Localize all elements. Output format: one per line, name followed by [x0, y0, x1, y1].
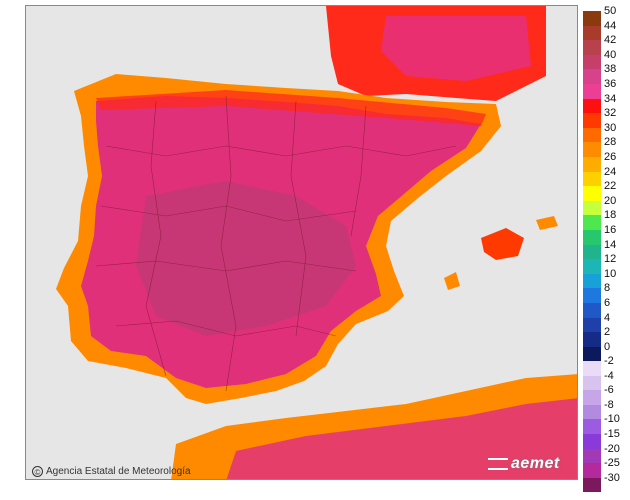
legend-negative-label: -15 — [604, 428, 620, 440]
legend-positive-swatch — [583, 40, 601, 55]
france-magenta-patch — [381, 16, 531, 81]
credit-text: Agencia Estatal de Meteorología — [46, 466, 191, 477]
legend-positive-label: 4 — [604, 311, 611, 324]
legend-positive-label: 6 — [604, 297, 611, 309]
legend-negative-swatch — [583, 375, 601, 391]
legend-positive-swatch — [583, 157, 601, 172]
legend-positive-swatch — [583, 230, 601, 245]
legend-positive-swatch — [583, 186, 601, 201]
legend-positive-swatch — [583, 98, 601, 114]
legend-positive-label: 36 — [604, 78, 617, 90]
legend-positive-swatch — [583, 273, 601, 289]
legend-positive-swatch — [583, 259, 601, 274]
legend-positive-swatch — [583, 113, 601, 128]
temperature-map — [25, 5, 578, 480]
legend-positive-label: 26 — [604, 151, 617, 163]
northern-red-band — [96, 90, 486, 126]
legend-positive-label: 28 — [604, 136, 617, 149]
legend-negative-swatch — [583, 404, 601, 420]
legend-positive-swatch — [583, 127, 601, 143]
legend-positive-label: 0 — [604, 340, 611, 353]
legend-positive-label: 34 — [604, 92, 617, 105]
iberia-map-graphic — [56, 6, 577, 479]
legend-positive-label: 16 — [604, 224, 617, 236]
legend-positive-label: 44 — [604, 19, 617, 32]
legend-positive-label: 32 — [604, 107, 617, 120]
legend-positive-swatch — [583, 200, 601, 216]
legend-positive-swatch — [583, 11, 601, 26]
legend-positive-swatch — [583, 317, 601, 333]
legend-positive-swatch — [583, 84, 601, 99]
legend-positive-swatch — [583, 69, 601, 84]
copyright-icon: © — [32, 466, 43, 477]
legend-negative-label: -6 — [604, 384, 614, 397]
legend-negative-swatch — [583, 419, 601, 434]
legend-negative-swatch — [583, 448, 601, 464]
legend-negative-swatch — [583, 361, 601, 376]
legend-positive-swatch — [583, 244, 601, 260]
legend-negative-label: -20 — [604, 442, 620, 455]
credit-line: © Agencia Estatal de Meteorología — [32, 466, 191, 477]
legend-positive-swatch — [583, 171, 601, 187]
legend-positive-label: 2 — [604, 326, 611, 339]
legend-positive-label: 10 — [604, 267, 617, 280]
legend-positive-label: 12 — [604, 253, 617, 266]
legend-negative-label: -2 — [604, 355, 614, 367]
legend-positive-swatch — [583, 288, 601, 303]
legend-positive-swatch — [583, 54, 601, 70]
legend-positive-label: 50 — [604, 5, 617, 17]
aemet-logo-text: aemet — [511, 455, 560, 472]
aemet-logo: aemet — [488, 455, 560, 473]
menorca — [536, 216, 558, 230]
ibiza — [444, 272, 460, 290]
legend-positive-label: 18 — [604, 209, 617, 222]
legend-negative-label: -8 — [604, 398, 614, 411]
legend-negative-label: -25 — [604, 457, 620, 470]
legend-negative-swatch — [583, 390, 601, 405]
legend-positive-swatch — [583, 215, 601, 230]
temperature-legend: 50 44 42 40 38 36 34 32 30 28 26 24 22 20 18 16 14 12 10 8 6… — [583, 5, 628, 493]
legend-negative-swatch — [583, 477, 601, 493]
aemet-logo-icon — [488, 458, 508, 470]
province-borders — [95, 95, 457, 392]
legend-positive-swatch — [583, 25, 601, 41]
legend-positive-swatch — [583, 332, 601, 347]
legend-negative-swatch — [583, 434, 601, 449]
legend-positive-label: 24 — [604, 165, 617, 178]
legend-positive-label: 22 — [604, 180, 617, 193]
legend-positive-label: 42 — [604, 34, 617, 47]
legend-positive-swatch — [583, 346, 601, 362]
legend-positive-label: 40 — [604, 48, 617, 61]
legend-positive-swatch — [583, 142, 601, 157]
legend-positive-swatch — [583, 303, 601, 318]
mallorca — [481, 228, 524, 260]
legend-negative-swatch — [583, 463, 601, 478]
legend-positive-label: 30 — [604, 121, 617, 134]
legend-positive-label: 14 — [604, 238, 617, 251]
legend-positive-label: 8 — [604, 282, 611, 295]
legend-negative-label: -4 — [604, 369, 614, 382]
legend-negative-label: -30 — [604, 471, 620, 484]
legend-positive-label: 20 — [604, 194, 617, 207]
legend-negative-label: -10 — [604, 413, 620, 426]
legend-positive-label: 38 — [604, 63, 617, 76]
